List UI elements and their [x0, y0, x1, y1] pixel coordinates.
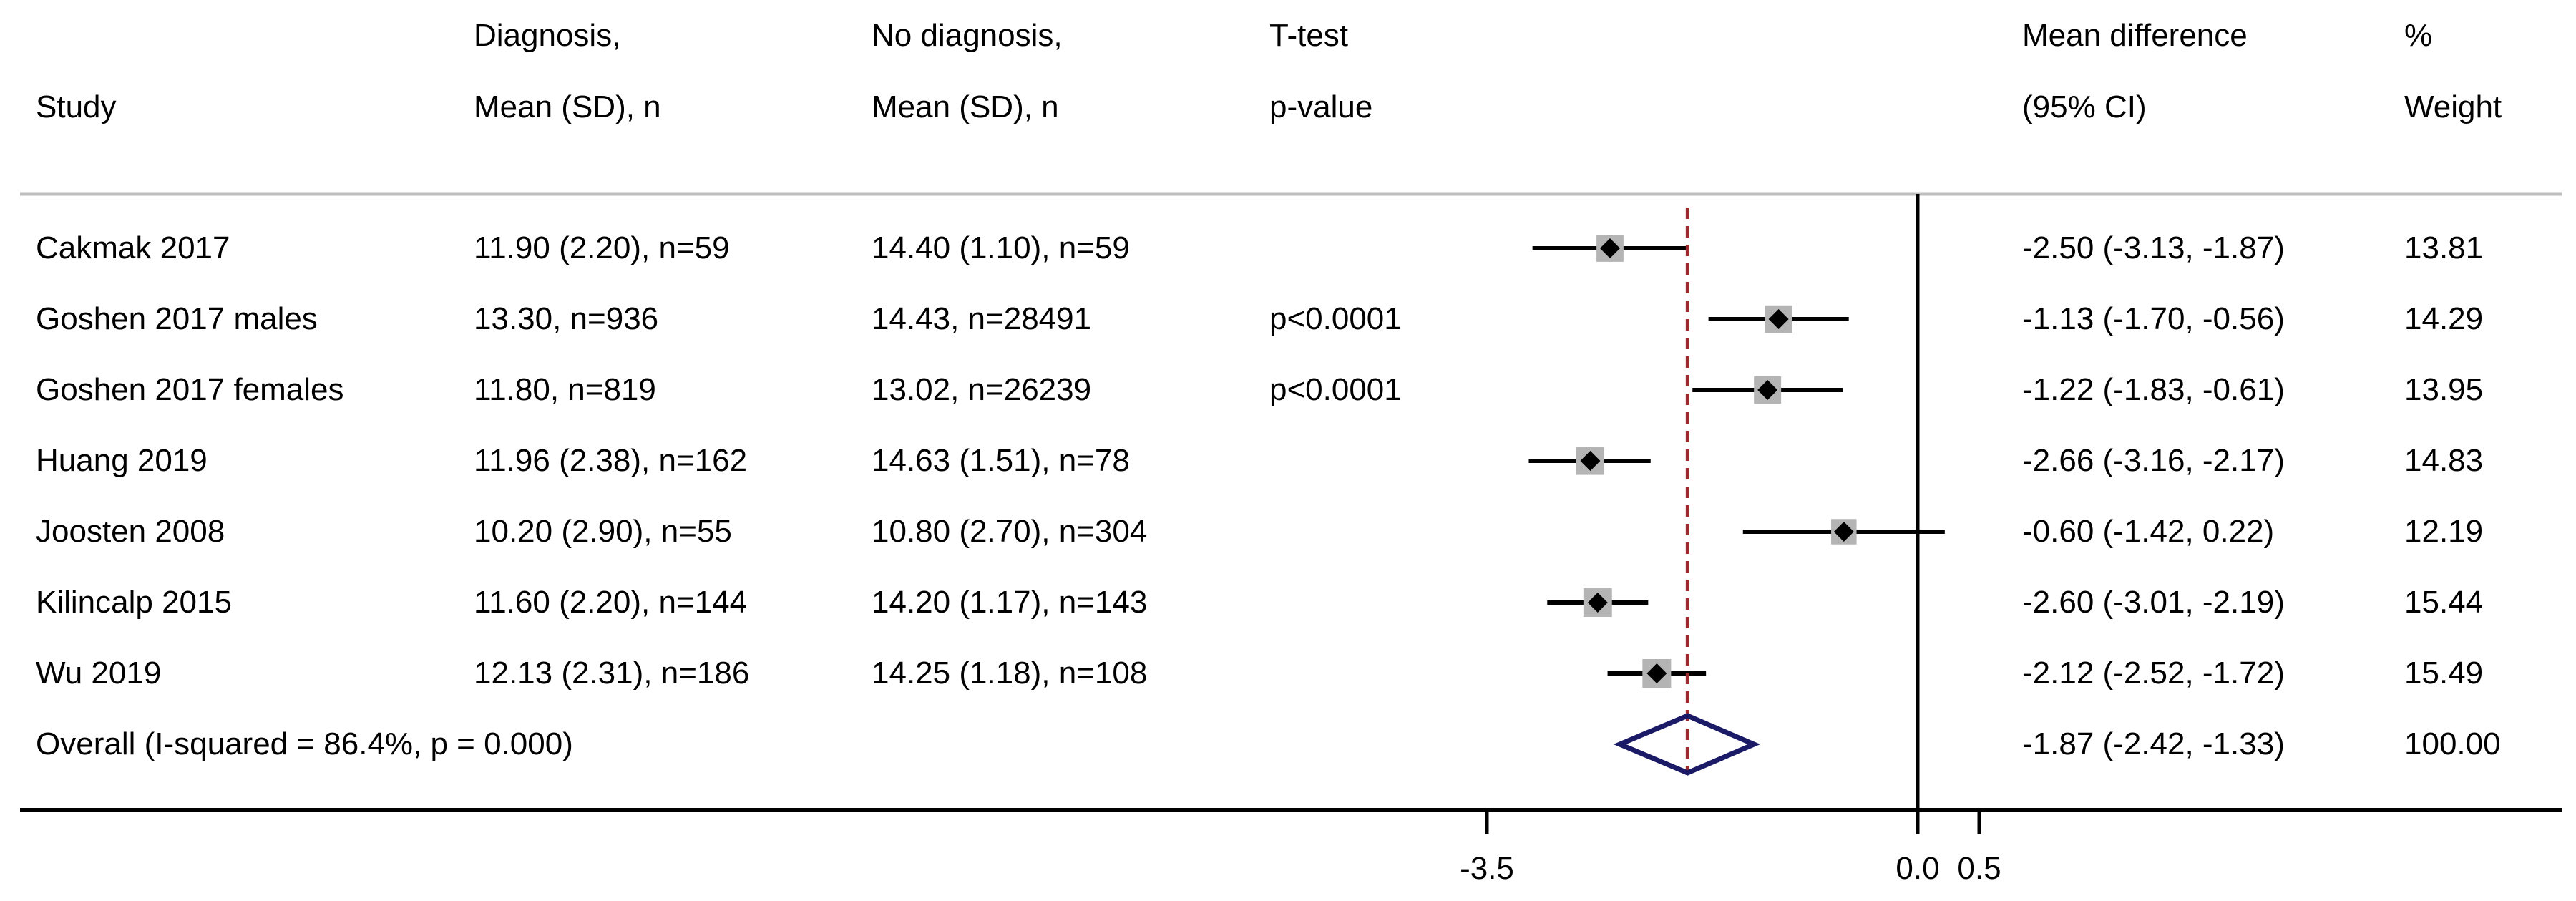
mean-difference-ci-text: -1.22 (-1.83, -0.61) [2022, 372, 2285, 407]
mean-difference-ci-text: -2.66 (-3.16, -2.17) [2022, 443, 2285, 478]
point-estimate [1768, 309, 1789, 329]
point-estimate [1580, 451, 1601, 471]
study-name: Wu 2019 [36, 656, 162, 691]
study-name: Goshen 2017 males [36, 301, 318, 336]
header-ttest-line1: T-test [1269, 18, 1349, 53]
overall-diamond [1613, 713, 1761, 776]
point-estimate [1833, 522, 1854, 542]
diagnosis-value: 12.13 (2.31), n=186 [474, 656, 750, 691]
mean-difference-ci-text: -0.60 (-1.42, 0.22) [2022, 514, 2275, 549]
no-diagnosis-value: 14.40 (1.10), n=59 [872, 230, 1130, 266]
weight-value: 13.95 [2404, 372, 2484, 407]
p-value: p<0.0001 [1269, 372, 1402, 407]
weight-value: 14.83 [2404, 443, 2484, 478]
point-estimate [1757, 380, 1778, 400]
mean-difference-ci-text: -2.50 (-3.13, -1.87) [2022, 230, 2285, 266]
mean-difference-ci-text: -2.12 (-2.52, -1.72) [2022, 656, 2285, 691]
p-value: p<0.0001 [1269, 301, 1402, 336]
header-ttest-line2: p-value [1269, 89, 1373, 125]
no-diagnosis-value: 13.02, n=26239 [872, 372, 1092, 407]
study-name: Joosten 2008 [36, 514, 225, 549]
overall-ci-text: -1.87 (-2.42, -1.33) [2022, 726, 2285, 761]
header-diagnosis-line2: Mean (SD), n [474, 89, 661, 125]
point-estimate [1646, 663, 1667, 683]
diagnosis-value: 10.20 (2.90), n=55 [474, 514, 732, 549]
diagnosis-value: 11.96 (2.38), n=162 [474, 443, 748, 478]
header-diagnosis-line1: Diagnosis, [474, 18, 621, 53]
mean-difference-ci-text: -1.13 (-1.70, -0.56) [2022, 301, 2285, 336]
header-mean-difference-line2: (95% CI) [2022, 89, 2147, 125]
diagnosis-value: 11.60 (2.20), n=144 [474, 585, 748, 620]
diagnosis-value: 11.80, n=819 [474, 372, 656, 407]
diagnosis-value: 11.90 (2.20), n=59 [474, 230, 730, 266]
no-diagnosis-value: 14.25 (1.18), n=108 [872, 656, 1148, 691]
study-name: Kilincalp 2015 [36, 585, 232, 620]
x-axis-tick-label: 0.5 [1957, 851, 2001, 886]
weight-value: 15.44 [2404, 585, 2484, 620]
no-diagnosis-value: 14.20 (1.17), n=143 [872, 585, 1148, 620]
diagnosis-value: 13.30, n=936 [474, 301, 659, 336]
header-no-diagnosis-line2: Mean (SD), n [872, 89, 1059, 125]
weight-value: 12.19 [2404, 514, 2484, 549]
overall-weight: 100.00 [2404, 726, 2501, 761]
point-estimate [1600, 238, 1620, 258]
weight-value: 15.49 [2404, 656, 2484, 691]
header-study: Study [36, 89, 117, 125]
header-weight-line2: Weight [2404, 89, 2502, 125]
x-axis-tick-label: -3.5 [1460, 851, 1514, 886]
study-name: Huang 2019 [36, 443, 208, 478]
overall-label: Overall (I-squared = 86.4%, p = 0.000) [36, 726, 573, 761]
header-weight-line1: % [2404, 18, 2433, 53]
x-axis-tick-label: 0.0 [1896, 851, 1940, 886]
weight-value: 13.81 [2404, 230, 2484, 266]
study-name: Goshen 2017 females [36, 372, 344, 407]
study-name: Cakmak 2017 [36, 230, 230, 266]
mean-difference-ci-text: -2.60 (-3.01, -2.19) [2022, 585, 2285, 620]
point-estimate [1587, 593, 1608, 613]
no-diagnosis-value: 10.80 (2.70), n=304 [872, 514, 1148, 549]
no-diagnosis-value: 14.43, n=28491 [872, 301, 1092, 336]
weight-value: 14.29 [2404, 301, 2484, 336]
header-no-diagnosis-line1: No diagnosis, [872, 18, 1063, 53]
header-mean-difference-line1: Mean difference [2022, 18, 2248, 53]
no-diagnosis-value: 14.63 (1.51), n=78 [872, 443, 1130, 478]
